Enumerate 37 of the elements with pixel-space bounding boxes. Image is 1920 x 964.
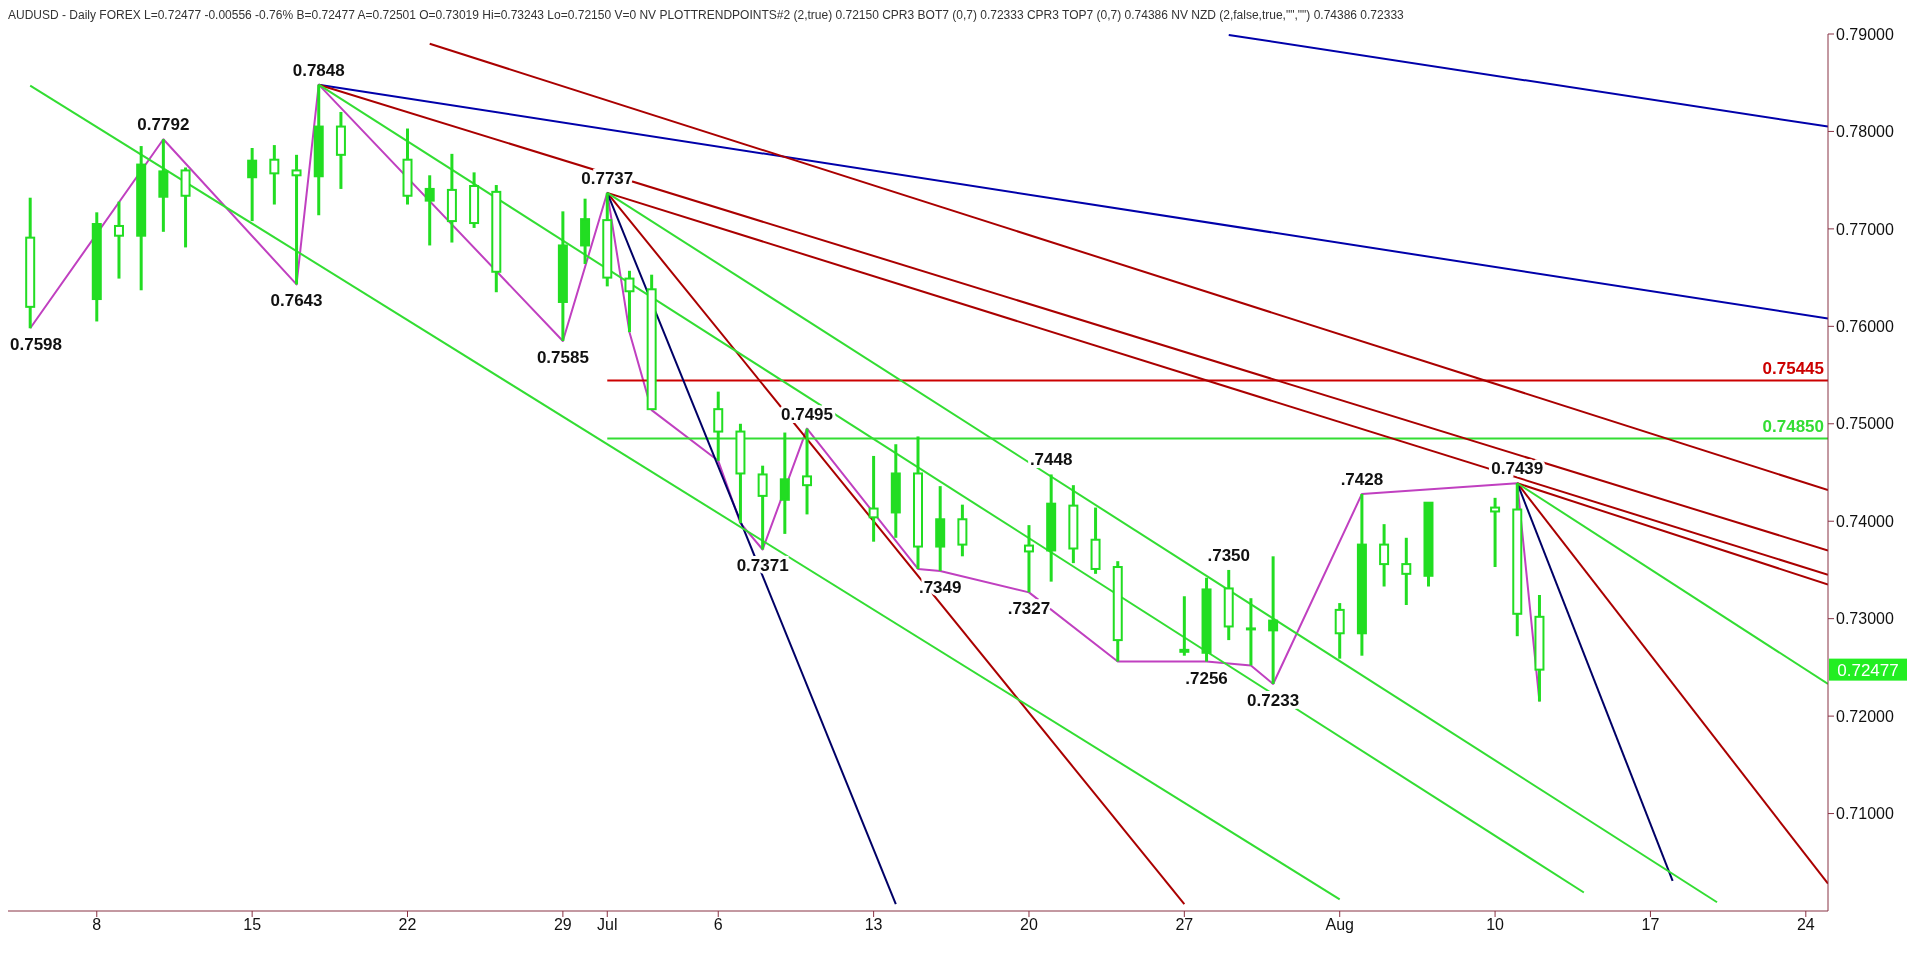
annotation: 0.7585	[536, 347, 589, 367]
x-tick-label: 10	[1486, 916, 1505, 934]
x-tick-label: 29	[553, 916, 572, 934]
x-tick-label: 27	[1175, 916, 1194, 934]
x-tick-label: 6	[713, 916, 723, 934]
y-tick-label: 0.78000	[1836, 123, 1894, 141]
annotation: .7448	[1029, 450, 1073, 470]
annotation: .7327	[1007, 599, 1051, 619]
y-tick-label: 0.72000	[1836, 707, 1894, 725]
annotation: 0.7792	[137, 115, 190, 135]
y-tick-label: 0.76000	[1836, 318, 1894, 336]
chart-title: AUDUSD - Daily FOREX L=0.72477 -0.00556 -0.76% B=0.72477 A=0.72501 O=0.73019 Hi=0.73243 Lo=0.72150 V=0 NV PLOTTRENDPOINTS#2 (2,true) 0.72150 CPR3 BOT7 (0,7) 0.72333 CPR3 TOP7 (0,7) 0.74386 NV NZD (2,false,true,"","") 0.74386 0.72333	[8, 8, 1405, 24]
text: 0.72477	[1837, 660, 1899, 680]
x-tick-label: 24	[1796, 916, 1815, 934]
y-tick-label: 0.77000	[1836, 220, 1894, 238]
y-tick-label: 0.71000	[1836, 805, 1894, 823]
annotation: .7256	[1185, 668, 1228, 688]
y-tick-label: 0.79000	[1836, 25, 1894, 43]
x-tick-label: 8	[92, 916, 102, 934]
annotation: 0.7439	[1491, 459, 1544, 479]
series-label: 0.74850	[1762, 417, 1824, 437]
x-tick-label: 22	[398, 916, 417, 934]
x-tick-label: 13	[864, 916, 883, 934]
x-tick-label: 15	[243, 916, 262, 934]
x-tick-label: 17	[1641, 916, 1660, 934]
annotation: .7350	[1207, 545, 1251, 565]
x-tick-label: 20	[1020, 916, 1038, 934]
x-tick-label: Jul	[597, 916, 618, 934]
y-tick-label: 0.73000	[1836, 610, 1894, 628]
y-tick-label: 0.75000	[1836, 415, 1894, 433]
annotation: 0.7598	[10, 335, 62, 355]
x-tick-label: Aug	[1325, 916, 1354, 934]
series-label: 0.75445	[1762, 359, 1824, 379]
annotation: 0.7848	[292, 60, 345, 80]
annotation: 0.7643	[270, 291, 323, 311]
y-tick-label: 0.74000	[1836, 512, 1894, 530]
annotation: .7428	[1340, 469, 1384, 489]
